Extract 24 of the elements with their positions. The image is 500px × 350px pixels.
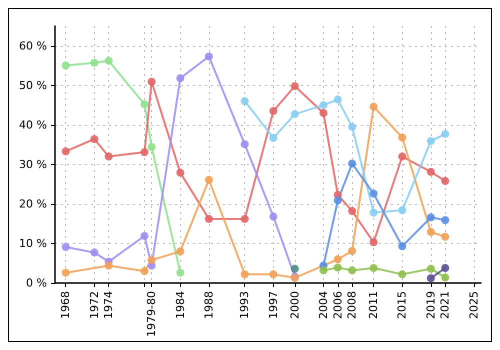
x-tick-label: 2006 — [331, 291, 344, 319]
x-tick-label: 1988 — [202, 291, 216, 319]
y-tick-label: 50 % — [19, 78, 47, 92]
y-tick-label: 40 % — [19, 118, 47, 132]
x-tick-label: 1968 — [59, 291, 72, 319]
y-tick-label: 60 % — [19, 39, 47, 52]
x-tick-label: 1974 — [102, 291, 116, 319]
x-tick-label: 2021 — [438, 291, 452, 319]
x-tick-label: 1984 — [174, 291, 187, 319]
x-tick-label: 2011 — [367, 291, 380, 319]
x-tick-label: 2019 — [424, 291, 438, 319]
x-tick-label: 2025 — [467, 291, 480, 319]
y-tick-label: 10 % — [19, 236, 47, 250]
x-tick-label: 2000 — [288, 291, 302, 319]
x-tick-label: 2015 — [396, 291, 409, 319]
x-tick-label: 1979-80 — [145, 291, 158, 337]
x-tick-label: 1993 — [238, 291, 252, 319]
x-tick-label: 1972 — [88, 291, 101, 319]
x-tick-label: 2004 — [316, 291, 330, 319]
y-tick-label: 30 % — [19, 158, 47, 171]
x-tick-label: 2008 — [346, 291, 359, 319]
y-tick-label: 20 % — [19, 197, 47, 210]
x-tick-label: 1997 — [266, 291, 280, 319]
y-tick-label: 0 % — [26, 276, 47, 290]
